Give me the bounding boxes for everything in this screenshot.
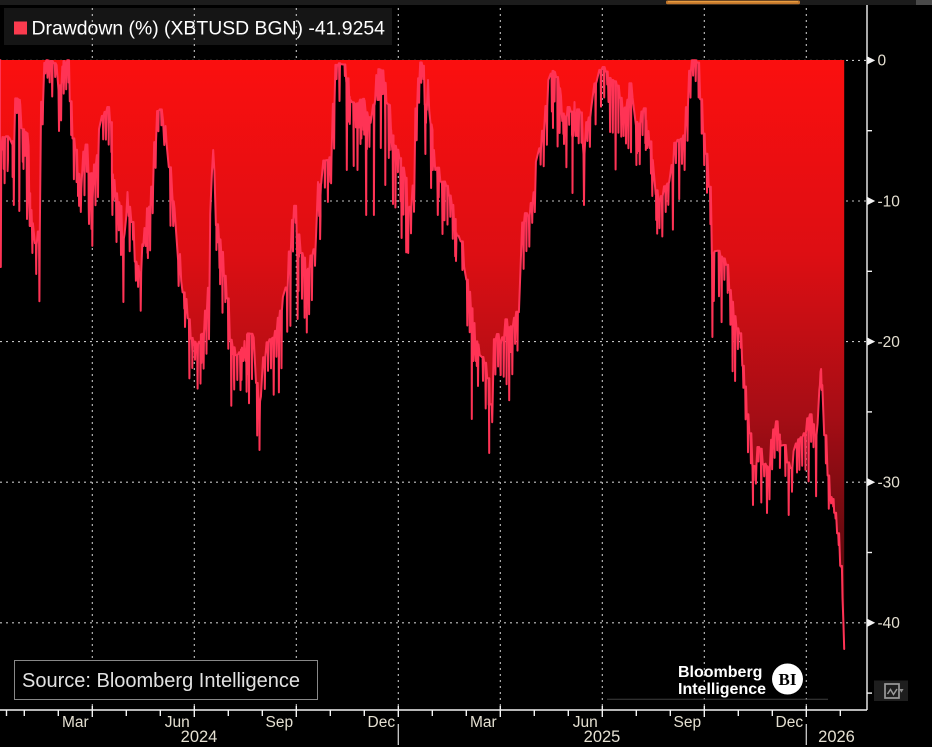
svg-text:-40: -40 <box>878 615 901 632</box>
svg-text:-10: -10 <box>878 193 901 210</box>
svg-text:2024: 2024 <box>181 728 218 746</box>
svg-text:Bloomberg: Bloomberg <box>678 664 762 681</box>
svg-text:BI: BI <box>779 670 797 689</box>
svg-text:Dec: Dec <box>368 714 396 731</box>
svg-text:2025: 2025 <box>584 728 621 746</box>
svg-text:Jun: Jun <box>573 714 598 731</box>
svg-text:-20: -20 <box>878 334 901 351</box>
svg-text:Dec: Dec <box>776 714 804 731</box>
svg-text:-30: -30 <box>878 475 901 492</box>
svg-text:0: 0 <box>878 53 887 70</box>
svg-text:2026: 2026 <box>818 728 855 746</box>
svg-text:Sep: Sep <box>674 714 702 731</box>
svg-text:Drawdown (%) (XBTUSD BGN) -41.: Drawdown (%) (XBTUSD BGN) -41.9254 <box>32 18 386 40</box>
svg-text:Mar: Mar <box>62 714 89 731</box>
svg-text:Jun: Jun <box>165 714 190 731</box>
svg-text:Sep: Sep <box>266 714 294 731</box>
svg-text:Source: Bloomberg Intelligence: Source: Bloomberg Intelligence <box>22 670 300 692</box>
svg-text:Mar: Mar <box>470 714 497 731</box>
svg-text:Intelligence: Intelligence <box>678 681 766 698</box>
